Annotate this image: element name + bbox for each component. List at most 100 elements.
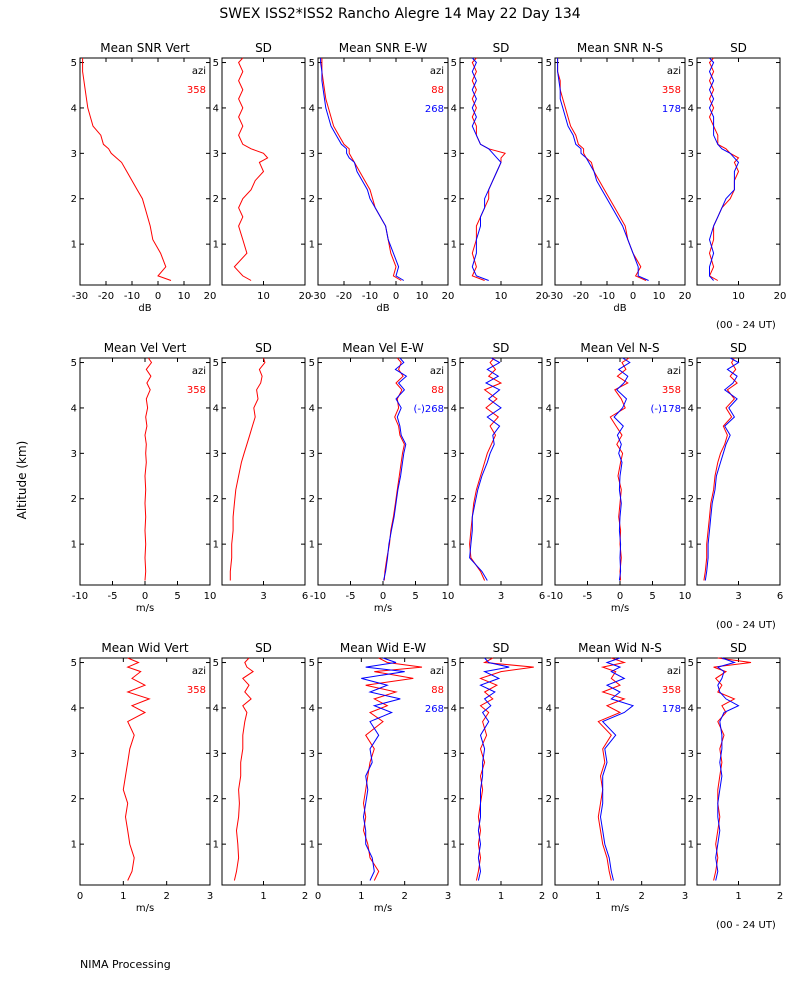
panel-vel-ns: Mean Vel N-S 1 2 3 4 5 -10 -5 0 5 10 m/s azi 358 (-)17… [546,341,692,614]
x-tick-label: 0 [155,291,161,302]
x-tick-label: 10 [653,291,666,302]
x-tick-label: 3 [735,591,741,602]
legend-entry: 358 [662,685,681,696]
x-tick-label: 20 [536,291,549,302]
y-tick-label: 5 [546,658,552,669]
legend-entry: 178 [662,704,681,715]
y-tick-label: 1 [451,240,457,251]
panel-title: SD [493,341,510,355]
x-tick-label: -10 [310,591,326,602]
y-tick-label: 3 [451,149,457,160]
series-line-(-)268 [383,357,408,581]
panel-snr-ns-sd: SD 1 2 3 4 5 10 20 [688,41,787,302]
x-tick-label: 10 [442,591,455,602]
y-tick-label: 5 [213,58,219,69]
series-line-88 [475,657,534,881]
y-tick-label: 2 [451,494,457,505]
y-tick-label: 2 [546,794,552,805]
x-tick-label: -10 [72,591,88,602]
y-tick-label: 3 [546,449,552,460]
y-tick-label: 3 [546,749,552,760]
x-axis-label: dB [376,303,389,314]
panel-title: SD [730,341,747,355]
y-tick-label: 2 [309,794,315,805]
x-tick-label: -5 [346,591,356,602]
legend-entry: 88 [431,85,444,96]
x-tick-label: 0 [630,291,636,302]
x-tick-label: -30 [547,291,563,302]
x-axis-label: dB [138,303,151,314]
x-tick-label: 0 [552,891,558,902]
y-tick-label: 5 [451,58,457,69]
y-tick-label: 4 [309,403,315,414]
panel-vel-vert-sd: SD 1 2 3 4 5 3 6 [213,341,309,602]
y-tick-label: 3 [71,749,77,760]
series-line-358 [713,657,752,881]
legend-entry: 358 [187,385,206,396]
x-tick-label: 6 [539,591,545,602]
y-tick-label: 1 [688,240,694,251]
x-tick-label: 1 [735,891,741,902]
x-tick-label: 1 [358,891,364,902]
panel-wid-ns-sd: SD 1 2 3 4 5 1 2 [688,641,784,902]
y-tick-label: 2 [213,194,219,205]
series-line-268 [477,657,510,881]
x-tick-label: 3 [207,891,213,902]
plot-frame [221,357,306,586]
x-axis-label: dB [613,303,626,314]
y-tick-label: 2 [213,794,219,805]
series-line-358 [233,657,254,881]
series-line-358 [597,657,627,881]
x-axis-label: m/s [136,603,154,614]
y-tick-label: 4 [688,703,694,714]
legend-header: azi [192,366,206,377]
panel-wid-ew: Mean Wid E-W 1 2 3 4 5 0 1 2 3 m/s azi 88 268 [309,641,452,914]
x-tick-label: 1 [260,891,266,902]
plot-frame [317,357,449,586]
panel-vel-ew-sd: SD 1 2 3 4 5 3 6 [451,341,546,602]
plot-frame [317,57,449,286]
y-tick-label: 3 [451,749,457,760]
panel-title: Mean Vel E-W [342,341,424,355]
legend-header: azi [667,366,681,377]
y-tick-label: 3 [309,449,315,460]
y-tick-label: 4 [546,403,552,414]
y-tick-label: 5 [71,58,77,69]
x-tick-label: 6 [302,591,308,602]
y-tick-label: 3 [309,749,315,760]
x-tick-label: 2 [539,891,545,902]
legend-header: azi [430,366,444,377]
legend-entry: 358 [187,685,206,696]
x-tick-label: 0 [617,591,623,602]
legend-header: azi [430,666,444,677]
series-line-178 [708,57,740,281]
x-tick-label: -10 [362,291,378,302]
x-tick-label: 2 [401,891,407,902]
x-axis-label: m/s [611,603,629,614]
y-tick-label: 1 [546,840,552,851]
y-tick-label: 5 [71,358,77,369]
y-tick-label: 2 [213,494,219,505]
y-tick-label: 1 [688,540,694,551]
legend-entry: (-)268 [414,404,445,415]
panel-title: SD [255,341,272,355]
panel-title: SD [493,641,510,655]
x-tick-label: -5 [583,591,593,602]
x-tick-label: 6 [777,591,783,602]
series-line-(-)178 [613,357,631,581]
plot-frame [79,657,211,886]
y-tick-label: 4 [688,403,694,414]
x-tick-label: 3 [445,891,451,902]
series-line-268 [361,657,405,881]
series-line-268 [320,58,405,281]
y-tick-label: 4 [213,103,219,114]
panel-title: SD [730,641,747,655]
legend-entry: 268 [425,704,444,715]
y-tick-label: 2 [309,494,315,505]
legend-entry: 358 [662,385,681,396]
y-tick-label: 2 [688,494,694,505]
y-tick-label: 1 [688,840,694,851]
y-tick-label: 4 [451,403,457,414]
x-tick-label: -10 [547,591,563,602]
series-line-358 [82,58,172,281]
